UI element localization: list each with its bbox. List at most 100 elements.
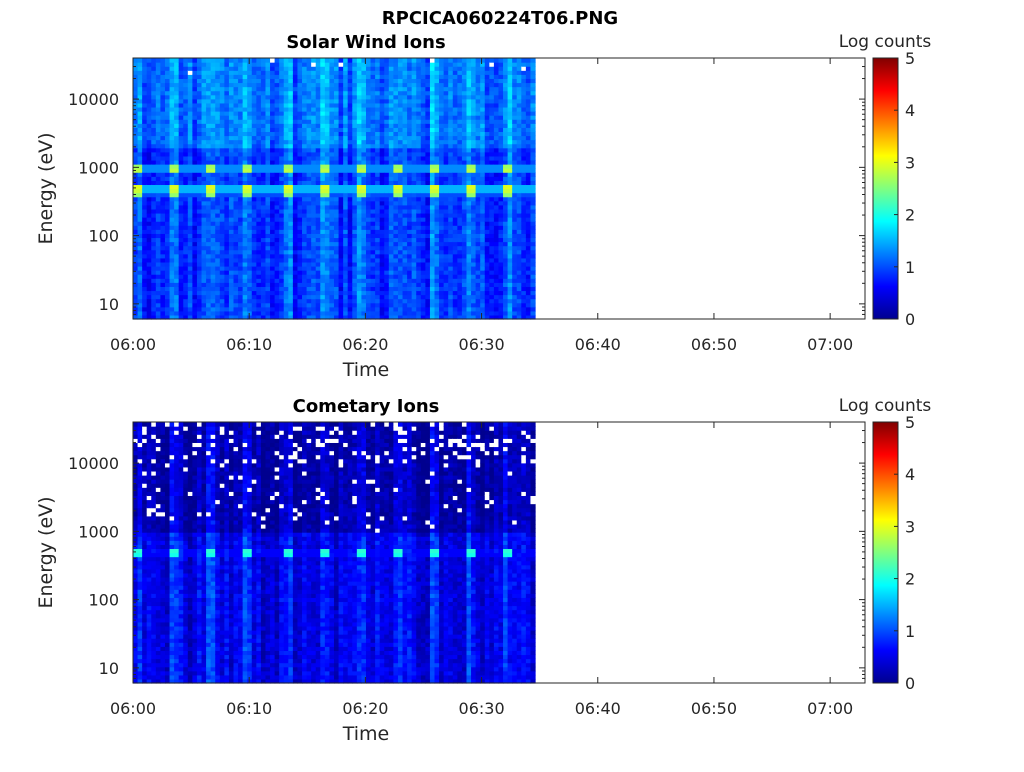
heatmap-cell — [356, 200, 363, 206]
heatmap-cell — [288, 123, 294, 128]
heatmap-cell — [320, 159, 326, 165]
heatmap-cell — [146, 290, 152, 296]
heatmap-cell — [283, 261, 289, 267]
heatmap-cell — [356, 139, 363, 145]
heatmap-cell — [206, 135, 212, 141]
heatmap-cell — [475, 200, 481, 206]
heatmap-cell — [475, 298, 481, 304]
heatmap-cell — [320, 86, 326, 92]
heatmap-cell — [329, 180, 335, 186]
heatmap-cell — [434, 184, 440, 190]
heatmap-cell — [329, 58, 335, 63]
heatmap-cell — [306, 192, 312, 198]
heatmap-cell — [379, 314, 385, 320]
heatmap-cell — [407, 314, 413, 320]
heatmap-cell — [228, 282, 235, 287]
heatmap-cell — [233, 119, 239, 124]
heatmap-cell — [256, 66, 262, 71]
heatmap-cell — [160, 123, 166, 128]
heatmap-cell — [466, 159, 472, 165]
heatmap-cell — [302, 245, 308, 251]
heatmap-cell — [425, 123, 431, 128]
heatmap-cell — [370, 155, 376, 161]
heatmap-cell — [448, 94, 454, 100]
heatmap-cell — [251, 253, 257, 259]
heatmap-cell — [151, 164, 157, 169]
heatmap-cell — [375, 237, 381, 243]
heatmap-cell — [356, 249, 363, 255]
heatmap-cell — [484, 143, 490, 149]
heatmap-cell — [297, 261, 303, 267]
heatmap-cell — [411, 270, 417, 275]
heatmap-cell — [151, 127, 157, 133]
heatmap-cell — [288, 159, 294, 165]
heatmap-cell — [238, 159, 244, 165]
heatmap-cell — [247, 306, 253, 312]
heatmap-cell — [439, 233, 445, 239]
heatmap-cell — [461, 147, 468, 153]
heatmap-cell — [315, 282, 321, 287]
heatmap-cell — [297, 172, 303, 177]
heatmap-cell — [434, 82, 440, 88]
heatmap-cell — [178, 176, 184, 181]
heatmap-cell — [480, 143, 486, 149]
heatmap-cell — [224, 306, 230, 312]
heatmap-cell — [178, 200, 184, 206]
heatmap-cell — [452, 86, 458, 92]
heatmap-cell — [219, 168, 225, 173]
heatmap-cell — [187, 278, 193, 283]
heatmap-cell — [457, 188, 463, 194]
heatmap-cell — [142, 200, 148, 206]
heatmap-cell — [320, 82, 326, 88]
heatmap-cell — [329, 249, 335, 255]
heatmap-cell — [365, 290, 372, 296]
heatmap-cell — [174, 294, 180, 300]
heatmap-cell — [265, 221, 271, 226]
heatmap-cell — [279, 168, 285, 173]
heatmap-cell — [210, 294, 216, 300]
heatmap-cell — [425, 192, 431, 198]
heatmap-cell — [420, 286, 426, 292]
heatmap-cell — [420, 249, 426, 255]
heatmap-cell — [146, 151, 152, 157]
heatmap-cell — [210, 151, 216, 157]
heatmap-cell — [206, 204, 212, 210]
heatmap-cell — [160, 111, 166, 116]
heatmap-cell — [224, 184, 230, 190]
heatmap-cell — [356, 143, 363, 149]
heatmap-cell — [484, 217, 490, 222]
heatmap-cell — [297, 302, 303, 308]
heatmap-cell — [169, 208, 175, 214]
heatmap-cell — [484, 147, 490, 153]
heatmap-cell — [224, 119, 230, 124]
heatmap-cell — [466, 261, 472, 267]
heatmap-cell — [196, 78, 203, 84]
heatmap-cell — [384, 115, 390, 120]
heatmap-cell — [146, 302, 152, 308]
heatmap-cell — [411, 314, 417, 320]
heatmap-cell — [343, 314, 349, 320]
heatmap-cell — [142, 241, 148, 247]
heatmap-cell — [471, 208, 477, 214]
heatmap-cell — [242, 176, 248, 181]
heatmap-cell — [183, 102, 189, 108]
heatmap-cell — [457, 127, 463, 133]
heatmap-cell — [347, 74, 353, 79]
heatmap-cell — [343, 261, 349, 267]
heatmap-cell — [443, 66, 449, 71]
heatmap-cell — [251, 98, 257, 104]
heatmap-cell — [461, 172, 468, 177]
heatmap-cell — [425, 90, 431, 96]
heatmap-cell — [270, 159, 276, 165]
heatmap-cell — [425, 261, 431, 267]
heatmap-cell — [151, 159, 157, 165]
heatmap-cell — [352, 168, 358, 173]
heatmap-cell — [338, 298, 344, 304]
heatmap-cell — [407, 282, 413, 287]
heatmap-cell — [471, 200, 477, 206]
heatmap-cell — [251, 245, 257, 251]
heatmap-cell — [443, 237, 449, 243]
heatmap-cell — [420, 306, 426, 312]
heatmap-cell — [265, 176, 271, 181]
heatmap-cell — [471, 155, 477, 161]
